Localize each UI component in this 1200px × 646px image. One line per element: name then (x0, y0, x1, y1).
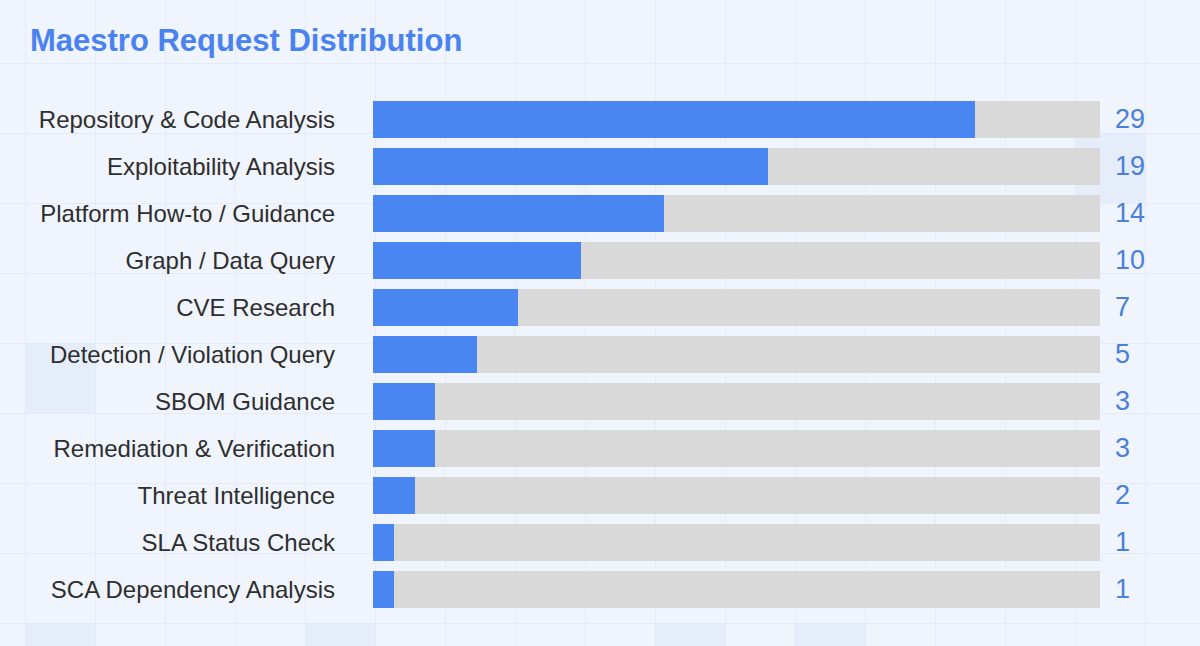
category-label: Platform How-to / Guidance (0, 200, 335, 228)
chart-row: Platform How-to / Guidance 14 (0, 195, 1200, 232)
category-label: CVE Research (0, 294, 335, 322)
bar-track (373, 477, 1100, 514)
value-label: 1 (1115, 574, 1130, 605)
bar-fill (373, 571, 394, 608)
bar-chart: Repository & Code Analysis 29 Exploitabi… (0, 101, 1200, 608)
bar-fill (373, 148, 768, 185)
background-tint-cell (25, 623, 95, 646)
bar-track (373, 242, 1100, 279)
category-label: Detection / Violation Query (0, 341, 335, 369)
value-label: 19 (1115, 151, 1145, 182)
bar-track (373, 430, 1100, 467)
bar-fill (373, 242, 581, 279)
bar-track (373, 383, 1100, 420)
bar-track (373, 148, 1100, 185)
bar-fill (373, 101, 975, 138)
background-tint-cell (655, 623, 725, 646)
category-label: SLA Status Check (0, 529, 335, 557)
chart-page: Maestro Request Distribution Repository … (0, 0, 1200, 646)
bar-track (373, 101, 1100, 138)
bar-track (373, 289, 1100, 326)
value-label: 14 (1115, 198, 1145, 229)
chart-row: Graph / Data Query 10 (0, 242, 1200, 279)
chart-row: SCA Dependency Analysis 1 (0, 571, 1200, 608)
chart-row: Threat Intelligence 2 (0, 477, 1200, 514)
bar-track (373, 195, 1100, 232)
chart-row: Exploitability Analysis 19 (0, 148, 1200, 185)
category-label: Threat Intelligence (0, 482, 335, 510)
value-label: 7 (1115, 292, 1130, 323)
chart-row: SLA Status Check 1 (0, 524, 1200, 561)
background-tint-cell (305, 623, 375, 646)
bar-track (373, 524, 1100, 561)
value-label: 1 (1115, 527, 1130, 558)
bar-track (373, 336, 1100, 373)
chart-row: SBOM Guidance 3 (0, 383, 1200, 420)
category-label: Exploitability Analysis (0, 153, 335, 181)
category-label: Remediation & Verification (0, 435, 335, 463)
bar-fill (373, 383, 435, 420)
value-label: 3 (1115, 386, 1130, 417)
category-label: Repository & Code Analysis (0, 106, 335, 134)
chart-row: Repository & Code Analysis 29 (0, 101, 1200, 138)
bar-fill (373, 289, 518, 326)
bar-fill (373, 430, 435, 467)
chart-row: CVE Research 7 (0, 289, 1200, 326)
value-label: 5 (1115, 339, 1130, 370)
bar-track (373, 571, 1100, 608)
chart-row: Remediation & Verification 3 (0, 430, 1200, 467)
background-tint-cell (795, 623, 865, 646)
value-label: 10 (1115, 245, 1145, 276)
category-label: Graph / Data Query (0, 247, 335, 275)
category-label: SBOM Guidance (0, 388, 335, 416)
bar-fill (373, 477, 415, 514)
value-label: 3 (1115, 433, 1130, 464)
bar-fill (373, 336, 477, 373)
value-label: 29 (1115, 104, 1145, 135)
value-label: 2 (1115, 480, 1130, 511)
chart-row: Detection / Violation Query 5 (0, 336, 1200, 373)
category-label: SCA Dependency Analysis (0, 576, 335, 604)
bar-fill (373, 195, 664, 232)
page-title: Maestro Request Distribution (30, 24, 462, 58)
bar-fill (373, 524, 394, 561)
